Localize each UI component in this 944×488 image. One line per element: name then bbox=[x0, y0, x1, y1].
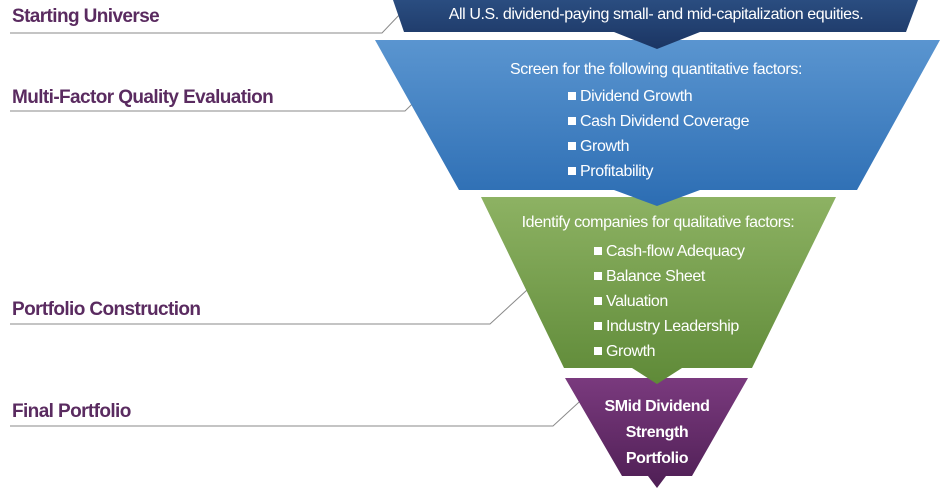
bullet bbox=[594, 347, 602, 355]
bullet bbox=[594, 297, 602, 305]
factor-item: Growth bbox=[594, 339, 745, 364]
stage-label: Final Portfolio bbox=[12, 401, 131, 422]
factor-text: Valuation bbox=[606, 293, 668, 310]
stage-label: Starting Universe bbox=[12, 6, 160, 27]
stage-green bbox=[481, 197, 836, 384]
factor-text: Growth bbox=[606, 343, 656, 360]
stage-description: All U.S. dividend-paying small- and mid-… bbox=[448, 6, 864, 23]
stage-label: Multi-Factor Quality Evaluation bbox=[12, 87, 274, 108]
factor-item: Profitability bbox=[568, 159, 749, 184]
factor-list: Cash-flow Adequacy Balance Sheet Valuation… bbox=[594, 239, 745, 364]
factor-text: Profitability bbox=[580, 163, 654, 180]
factor-item: Valuation bbox=[594, 289, 745, 314]
bullet bbox=[568, 117, 576, 125]
bullet bbox=[568, 142, 576, 150]
bullet bbox=[594, 322, 602, 330]
bullet bbox=[594, 247, 602, 255]
bullet bbox=[568, 167, 576, 175]
factor-item: Dividend Growth bbox=[568, 84, 749, 109]
factor-item: Cash-flow Adequacy bbox=[594, 239, 745, 264]
factor-text: Dividend Growth bbox=[580, 88, 693, 105]
factor-text: Cash Dividend Coverage bbox=[580, 113, 750, 130]
factor-item: Industry Leadership bbox=[594, 314, 745, 339]
stage-blue bbox=[375, 40, 940, 206]
factor-item: Balance Sheet bbox=[594, 264, 745, 289]
factor-text: Cash-flow Adequacy bbox=[606, 243, 745, 260]
factor-text: Growth bbox=[580, 138, 630, 155]
bullet bbox=[594, 272, 602, 280]
factor-text: Industry Leadership bbox=[606, 318, 739, 335]
stage-description: Screen for the following quantitative fa… bbox=[510, 61, 802, 78]
stage-navy bbox=[393, 0, 918, 49]
factor-item: Cash Dividend Coverage bbox=[568, 109, 749, 134]
factor-list: Dividend Growth Cash Dividend Coverage Gro… bbox=[568, 84, 749, 184]
bullet bbox=[568, 92, 576, 100]
stage-purple bbox=[565, 378, 748, 488]
stage-description: SMid Dividend Strength Portfolio bbox=[604, 398, 710, 467]
stage-label: Portfolio Construction bbox=[12, 299, 201, 320]
factor-item: Growth bbox=[568, 134, 749, 159]
stage-description: Identify companies for qualitative facto… bbox=[521, 214, 795, 231]
factor-text: Balance Sheet bbox=[606, 268, 705, 285]
